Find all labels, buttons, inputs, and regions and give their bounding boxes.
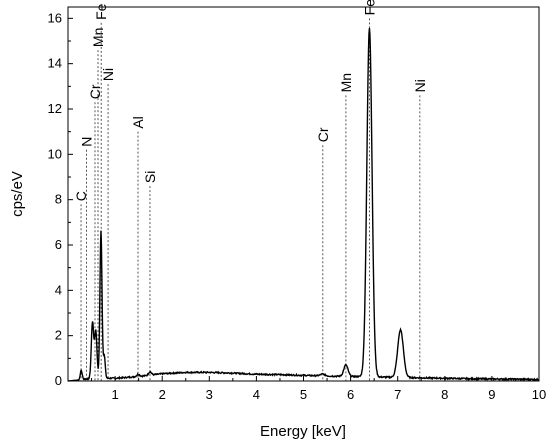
x-tick-label: 9: [488, 387, 495, 402]
x-axis: 1 2 3 4 5 6 7 8 9 10: [67, 376, 546, 402]
spectrum-line: [67, 27, 540, 382]
x-tick-label: 5: [300, 387, 307, 402]
y-tick-label: 14: [48, 56, 62, 71]
x-tick-label: 10: [532, 387, 546, 402]
x-axis-title: Energy [keV]: [260, 423, 346, 440]
element-label: C: [73, 191, 89, 201]
y-tick-label: 0: [55, 373, 62, 388]
x-tick-label: 2: [159, 387, 166, 402]
element-label: Ni: [412, 79, 428, 92]
x-tick-label: 4: [253, 387, 260, 402]
element-label: Cr: [87, 84, 103, 99]
element-label: Si: [142, 171, 158, 183]
y-tick-label: 12: [48, 101, 62, 116]
x-tick-label: 3: [206, 387, 213, 402]
x-tick-label: 7: [394, 387, 401, 402]
element-label: Cr: [315, 127, 331, 142]
element-markers: C N Cr Mn Fe Ni Al Si Cr Mn Fe Ni: [73, 0, 428, 381]
element-label: Fe: [93, 3, 109, 20]
element-label: N: [78, 137, 94, 147]
element-label: Mn: [90, 28, 106, 47]
y-tick-label: 16: [48, 10, 62, 25]
y-tick-label: 8: [55, 192, 62, 207]
y-tick-label: 10: [48, 146, 62, 161]
element-label: Mn: [338, 73, 354, 92]
element-label: Fe: [361, 0, 377, 15]
y-tick-label: 4: [55, 282, 62, 297]
x-tick-label: 1: [111, 387, 118, 402]
element-label: Ni: [100, 68, 116, 81]
element-label: Al: [130, 116, 146, 128]
y-tick-label: 2: [55, 328, 62, 343]
y-axis-title: cps/eV: [9, 171, 26, 217]
y-axis: 0 2 4 6 8 10 12 14 16: [48, 10, 73, 388]
plot-frame: [67, 6, 540, 382]
x-tick-label: 6: [347, 387, 354, 402]
y-tick-label: 6: [55, 237, 62, 252]
x-tick-label: 8: [441, 387, 448, 402]
